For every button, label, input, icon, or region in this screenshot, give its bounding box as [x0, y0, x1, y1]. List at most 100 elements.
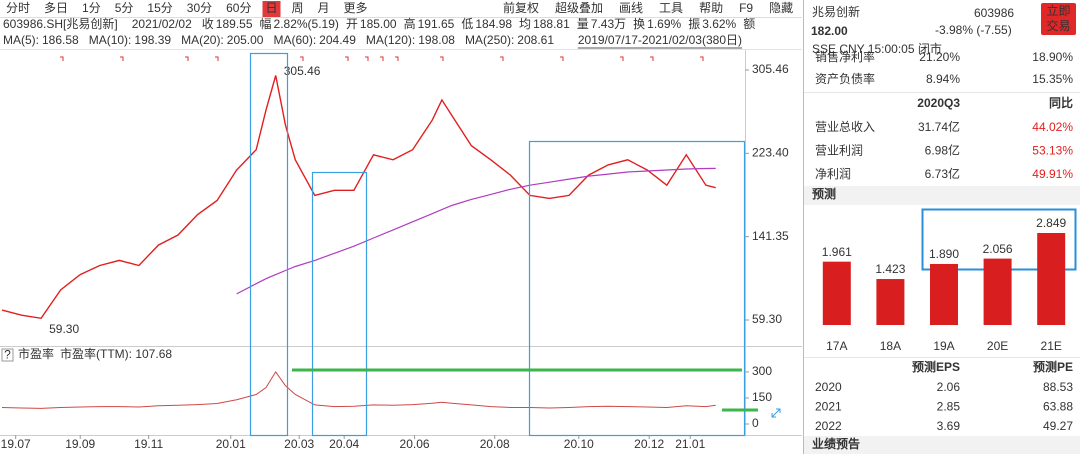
toolbar-button[interactable]: 超级叠加 [555, 0, 603, 15]
toolbar-button[interactable]: 日 [265, 1, 277, 15]
fin2-label: 净利润 [815, 167, 851, 181]
fc-value: 3.69 [937, 419, 961, 433]
quote-date: 2021/02/02 [132, 17, 192, 31]
event-marker [440, 56, 444, 61]
fin-change: 15.35% [1032, 72, 1073, 86]
fin-change: 18.90% [1032, 50, 1073, 64]
trade-button-text[interactable]: 交易 [1046, 18, 1070, 33]
x-tick-label: 20.03 [284, 437, 314, 451]
toolbar-button[interactable]: 工具 [659, 1, 683, 15]
bar [930, 263, 958, 325]
event-marker [215, 56, 219, 61]
x-tick-label: 19.07 [1, 437, 31, 451]
toolbar-button[interactable]: 前复权 [503, 0, 539, 15]
x-tick-label: 20.01 [216, 437, 246, 451]
section-title: 预测 [812, 186, 836, 201]
fin2-value: 6.98亿 [925, 143, 960, 158]
toolbar-button[interactable]: 帮助 [699, 1, 723, 15]
bar-label: 2.056 [983, 242, 1013, 256]
quote-label: 幅 [260, 16, 272, 31]
annotation: 305.46 [284, 64, 321, 78]
section-band [804, 436, 1080, 454]
ma-name: MA(60): [273, 33, 316, 47]
quote-value: 1.69% [647, 17, 681, 31]
fc-label: 2022 [815, 419, 842, 433]
highlight-box [528, 140, 746, 437]
toolbar-button[interactable]: 月 [318, 1, 330, 15]
price: 182.00 [811, 24, 848, 38]
bar-category: 17A [826, 339, 847, 353]
toolbar-button[interactable]: 画线 [619, 1, 643, 15]
ma-name: MA(20): [181, 33, 224, 47]
bar [1037, 232, 1066, 325]
fin2-change: 49.91% [1032, 167, 1073, 181]
y-tick-label: 150 [752, 390, 772, 404]
stock-name: 兆易创新 [812, 4, 860, 19]
event-marker [620, 56, 624, 61]
bar-label: 1.890 [929, 247, 959, 261]
fin-value: 8.94% [926, 72, 960, 86]
event-marker [185, 56, 189, 61]
price-change: -3.98% (-7.55) [935, 23, 1012, 37]
trade-button-text[interactable]: 立即 [1046, 3, 1070, 18]
toolbar-button[interactable]: 分时 [6, 1, 30, 15]
event-marker [500, 56, 504, 61]
toolbar-button[interactable]: 周 [292, 1, 304, 15]
ma-value: 198.08 [418, 33, 455, 47]
x-tick-label: 20.12 [634, 437, 664, 451]
bar-category: 19A [933, 339, 954, 353]
fc-value: 2.06 [937, 380, 961, 394]
fc-change: 49.27 [1043, 419, 1073, 433]
quote-label: 振 [688, 17, 700, 31]
x-tick-label: 19.11 [134, 437, 163, 451]
fin2-value: 31.74亿 [918, 119, 960, 134]
symbol: 603986.SH[兆易创新] [3, 16, 118, 31]
x-tick-label: 20.04 [329, 437, 359, 451]
ma-value: 186.58 [42, 33, 79, 47]
quote-value: 189.55 [216, 17, 253, 31]
market-status: SSE CNY 15:00:05 闭市 [812, 41, 942, 56]
toolbar-button[interactable]: 15分 [147, 1, 172, 15]
toolbar-button[interactable]: 5分 [115, 1, 134, 15]
quote-label: 均 [519, 17, 531, 31]
event-marker [380, 56, 384, 61]
fin-header: 同比 [1049, 95, 1073, 110]
price-line [236, 167, 716, 295]
toolbar-button[interactable]: 多日 [44, 1, 68, 15]
toolbar-button[interactable]: F9 [739, 1, 753, 15]
toolbar-button[interactable]: 30分 [187, 1, 212, 15]
event-marker [60, 56, 64, 61]
quote-value: 184.98 [475, 17, 512, 31]
toolbar-button[interactable]: 更多 [344, 1, 368, 15]
x-tick-label: 20.10 [564, 437, 594, 451]
quote-value: 2.82%(5.19) [274, 17, 339, 31]
toolbar-active [262, 1, 281, 17]
indicator-legend: 市盈率(TTM): 107.68 [60, 346, 172, 361]
stock-code: 603986 [974, 6, 1014, 20]
toolbar-button[interactable]: 隐藏 [769, 1, 793, 15]
ma-name: MA(120): [366, 33, 415, 47]
trade-button[interactable] [1041, 3, 1076, 35]
help-badge-text: ? [4, 348, 11, 362]
date-range: 2019/07/17-2021/02/03(380日) [578, 33, 742, 47]
highlight-box [311, 171, 368, 437]
toolbar-button[interactable]: 1分 [82, 1, 101, 15]
fin-value: 21.20% [919, 50, 960, 64]
y-tick-label: 305.46 [752, 62, 789, 76]
event-marker [700, 56, 704, 61]
indicator-name: 市盈率 [18, 346, 54, 361]
quote-label: 量 [577, 17, 589, 31]
bar-label: 1.423 [875, 262, 905, 276]
highlight-box [249, 52, 289, 437]
quote-value: 188.81 [533, 17, 570, 31]
toolbar-button[interactable]: 60分 [226, 1, 251, 15]
y-tick-label: 300 [752, 364, 772, 378]
ma-name: MA(10): [89, 33, 132, 47]
bar-category: 21E [1041, 339, 1062, 353]
fin2-label: 营业总收入 [815, 120, 875, 134]
quote-label: 额 [743, 17, 755, 31]
quote-value: 7.43万 [591, 17, 626, 31]
quote-label: 换 [633, 17, 645, 31]
